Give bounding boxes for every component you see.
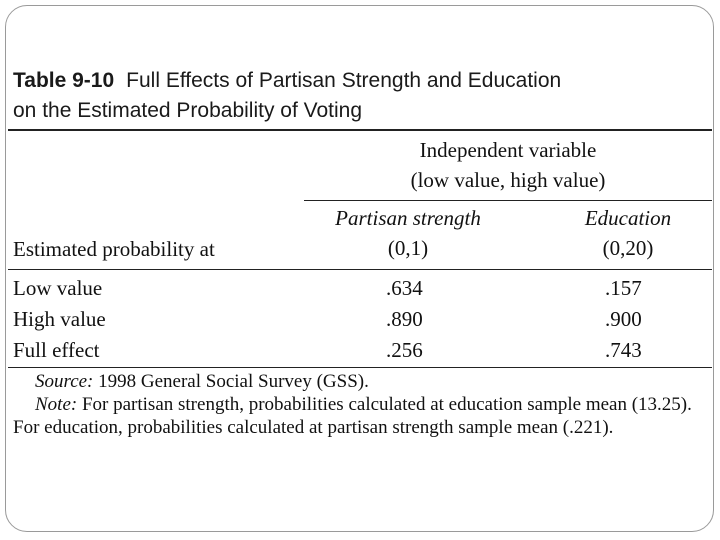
row-label: Full effect (13, 338, 100, 362)
header-rule (8, 269, 712, 270)
source-label: Source: (35, 371, 94, 392)
source-text: 1998 General Social Survey (GSS). (93, 371, 369, 392)
column-header-name: Partisan strength (335, 206, 481, 230)
column-header-education: Education (0,20) (548, 203, 708, 263)
table-label: Table 9-10 (13, 69, 115, 92)
top-rule (8, 129, 712, 131)
row-label: High value (13, 307, 106, 331)
slide-frame (5, 5, 714, 532)
group-header-rule (304, 200, 712, 201)
row-label: Low value (13, 276, 103, 300)
table-caption: Table 9-10 Full Effects of Partisan Stren… (13, 66, 561, 126)
table-notes: Source: 1998 General Social Survey (GSS)… (13, 370, 708, 439)
note-text: For partisan strength, probabilities cal… (13, 394, 692, 438)
cell-value: .890 (386, 307, 423, 331)
note-label: Note: (35, 394, 78, 415)
column-header-range: (0,1) (387, 236, 429, 260)
cell-value: .256 (386, 338, 423, 362)
group-header-line2: (low value, high value) (410, 168, 606, 192)
group-header: Independent variable (low value, high va… (304, 135, 712, 195)
group-header-line1: Independent variable (419, 138, 597, 162)
source-note: Source: 1998 General Social Survey (GSS)… (13, 370, 708, 393)
cell-value: .157 (605, 276, 642, 300)
cell-value: .900 (605, 307, 642, 331)
cell-value: .743 (605, 338, 642, 362)
column-header-range: (0,20) (602, 236, 654, 260)
table-title-line2: on the Estimated Probability of Voting (13, 99, 363, 122)
column-header-partisan: Partisan strength (0,1) (308, 203, 508, 263)
table-title-line1: Full Effects of Partisan Strength and Ed… (126, 69, 562, 92)
cell-value: .634 (386, 276, 423, 300)
method-note: Note: For partisan strength, probabiliti… (13, 393, 708, 439)
bottom-rule (8, 367, 712, 368)
row-header: Estimated probability at (13, 237, 215, 261)
column-header-name: Education (584, 206, 672, 230)
